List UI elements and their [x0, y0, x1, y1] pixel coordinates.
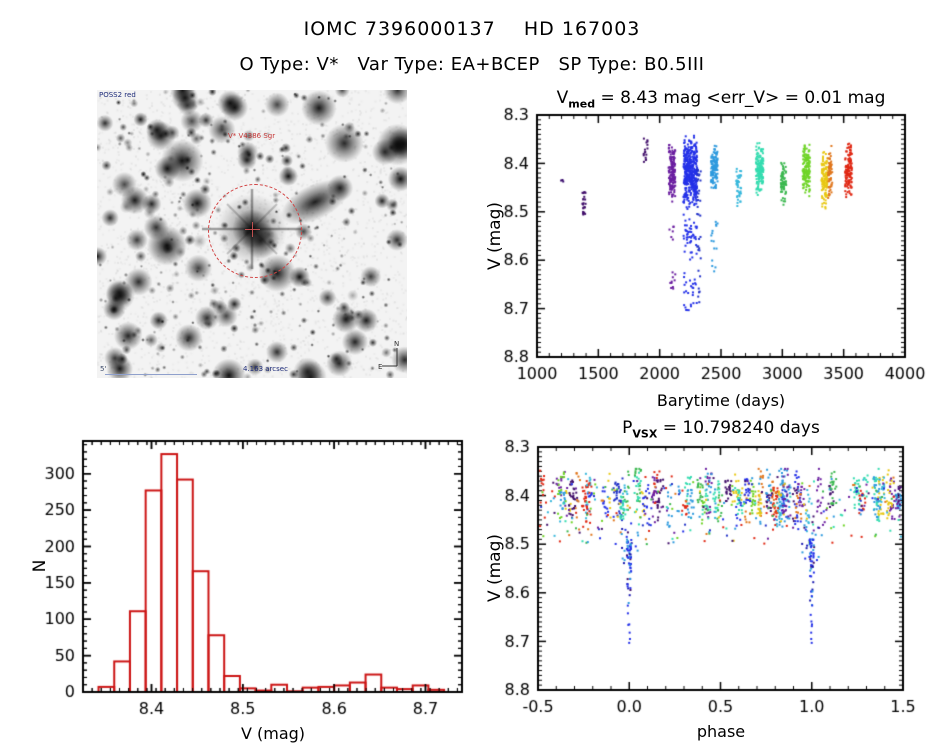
compass-east-label: E	[378, 363, 382, 371]
scale-bar	[105, 374, 197, 375]
page-title: IOMC 7396000137 HD 167003	[303, 18, 641, 40]
compass-icon: N E	[378, 340, 399, 371]
phase-yaxis-label: V (mag)	[485, 533, 505, 603]
star-label: V* V4386 Sgr	[228, 132, 276, 140]
phase-folded-plot	[470, 420, 944, 732]
phase-title-rest: = 10.798240 days	[657, 418, 820, 438]
lightcurve-title-sub: med	[568, 97, 596, 111]
page-subtitle: O Type: V* Var Type: EA+BCEP SP Type: B0…	[239, 54, 705, 75]
target-cross-marker	[245, 222, 260, 237]
phase-plot-title: PVSX = 10.798240 days	[484, 418, 944, 440]
lightcurve-yaxis-label: V (mag)	[485, 201, 505, 271]
fov-label: 5'	[100, 365, 107, 373]
histogram-xaxis-label: V (mag)	[240, 724, 306, 743]
phase-xaxis-label: phase	[696, 722, 746, 741]
lightcurve-xaxis-label: Barytime (days)	[656, 391, 786, 410]
compass-north-label: N	[394, 340, 399, 348]
lightcurve-title-base: V	[556, 88, 569, 108]
lightcurve-title-rest: = 8.43 mag <err_V> = 0.01 mag	[595, 88, 886, 108]
target-circle-marker	[208, 184, 302, 278]
lightcurve-title: Vmed = 8.43 mag <err_V> = 0.01 mag	[484, 88, 944, 110]
lightcurve-plot	[470, 88, 944, 400]
finding-chart-panel: POSS2 red V* V4386 Sgr 4.163 arcsec 5' N…	[97, 90, 407, 378]
histogram-yaxis-label: N	[30, 559, 50, 573]
survey-label: POSS2 red	[99, 91, 136, 99]
phase-title-base: P	[622, 418, 633, 438]
scale-label: 4.163 arcsec	[243, 365, 288, 373]
v-histogram-plot	[28, 424, 470, 726]
phase-title-sub: VSX	[632, 427, 658, 441]
